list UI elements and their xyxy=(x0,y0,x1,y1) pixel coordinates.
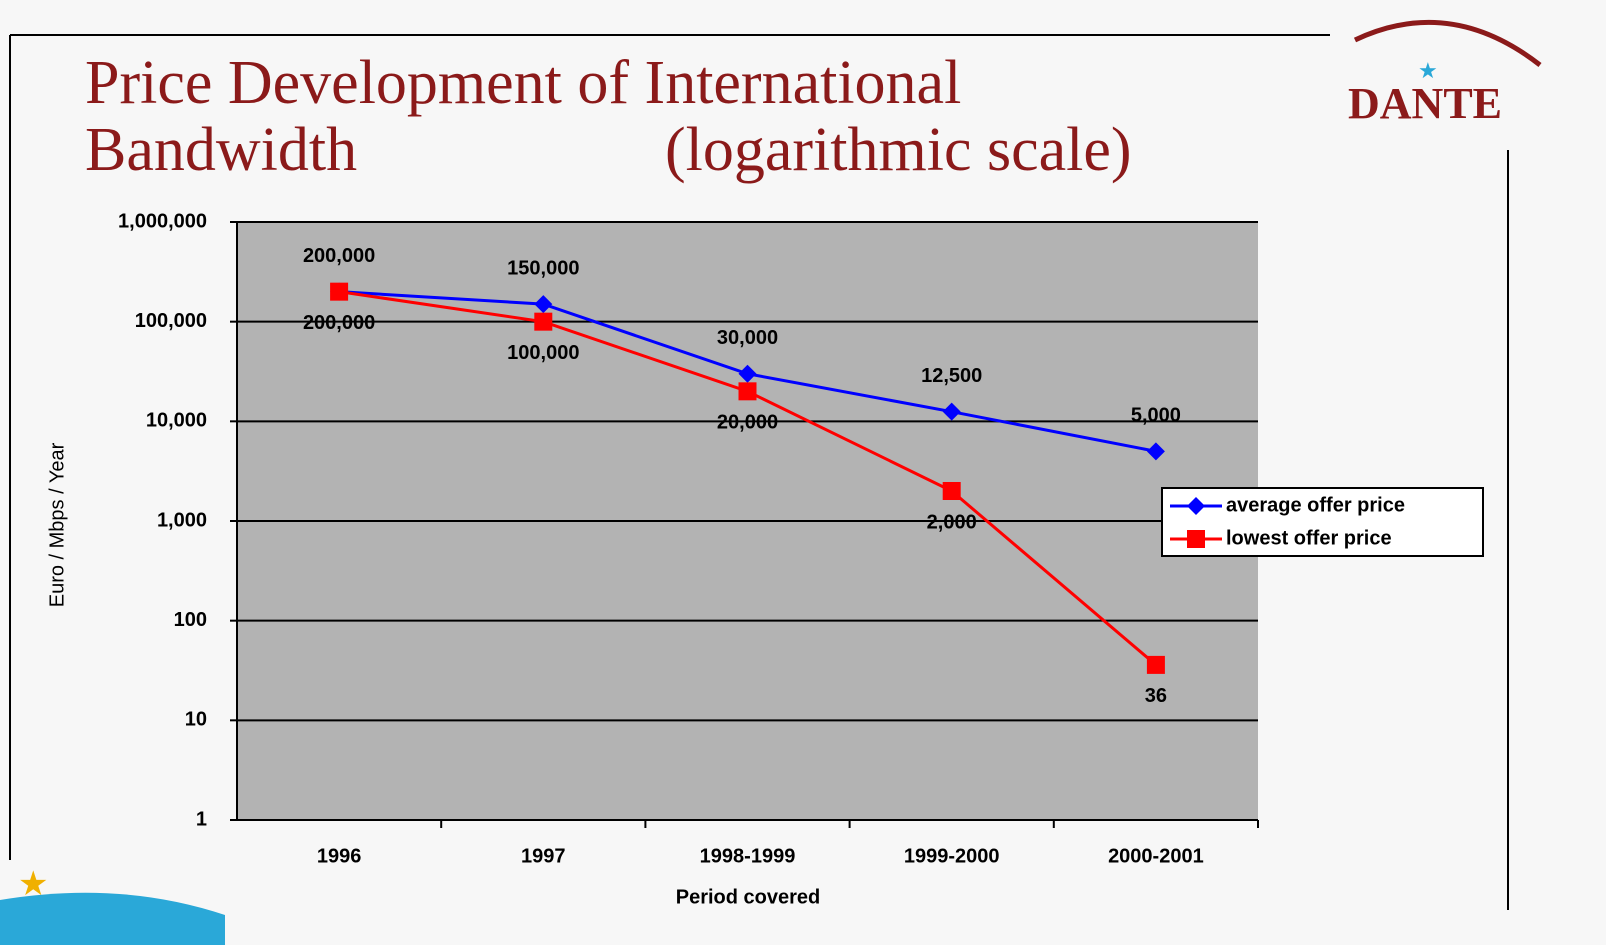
data-label: 150,000 xyxy=(507,257,579,279)
point xyxy=(942,402,961,421)
y-tick-label: 100 xyxy=(174,609,207,631)
data-label: 5,000 xyxy=(1131,405,1181,427)
chart-subtitle: (logarithmic scale) xyxy=(665,116,1132,184)
y-tick-label: 1,000 xyxy=(157,509,207,531)
data-label: 2,000 xyxy=(927,511,977,533)
point xyxy=(738,364,757,383)
data-label: 30,000 xyxy=(717,327,778,349)
point xyxy=(1146,442,1165,461)
logo-star: ★ xyxy=(1418,58,1438,83)
chart-title: Price Development of International xyxy=(85,49,961,117)
chart-title: Bandwidth xyxy=(85,116,357,184)
y-tick-label: 10 xyxy=(185,709,207,731)
x-axis-label: Period covered xyxy=(676,886,821,908)
x-tick-label: 1999-2000 xyxy=(904,845,1000,867)
y-tick-label: 1,000,000 xyxy=(118,210,207,232)
point xyxy=(738,382,757,401)
x-tick-label: 1996 xyxy=(317,845,362,867)
y-tick-label: 1 xyxy=(196,808,207,830)
logo-swoosh xyxy=(0,892,225,945)
legend-label: average offer price xyxy=(1226,494,1405,516)
legend-label: lowest offer price xyxy=(1226,527,1392,549)
data-label: 36 xyxy=(1145,685,1167,707)
y-tick-label: 100,000 xyxy=(135,310,207,332)
point xyxy=(534,312,553,331)
point xyxy=(1187,497,1205,515)
x-tick-label: 1998-1999 xyxy=(700,845,796,867)
y-axis-label: Euro / Mbps / Year xyxy=(46,442,68,607)
y-tick-label: 10,000 xyxy=(146,410,207,432)
x-tick-label: 1997 xyxy=(521,845,566,867)
data-label: 12,500 xyxy=(921,365,982,387)
x-tick-label: 2000-2001 xyxy=(1108,845,1204,867)
data-label: 20,000 xyxy=(717,412,778,434)
point xyxy=(534,295,553,314)
data-label: 100,000 xyxy=(507,342,579,364)
logo: DANTE xyxy=(1348,79,1502,128)
logo-swoosh xyxy=(1353,19,1542,67)
legend xyxy=(1161,487,1484,557)
point xyxy=(942,481,961,500)
point xyxy=(1146,655,1165,674)
data-label: 200,000 xyxy=(303,245,375,267)
point xyxy=(330,282,349,301)
point xyxy=(1187,530,1205,548)
data-label: 200,000 xyxy=(303,312,375,334)
